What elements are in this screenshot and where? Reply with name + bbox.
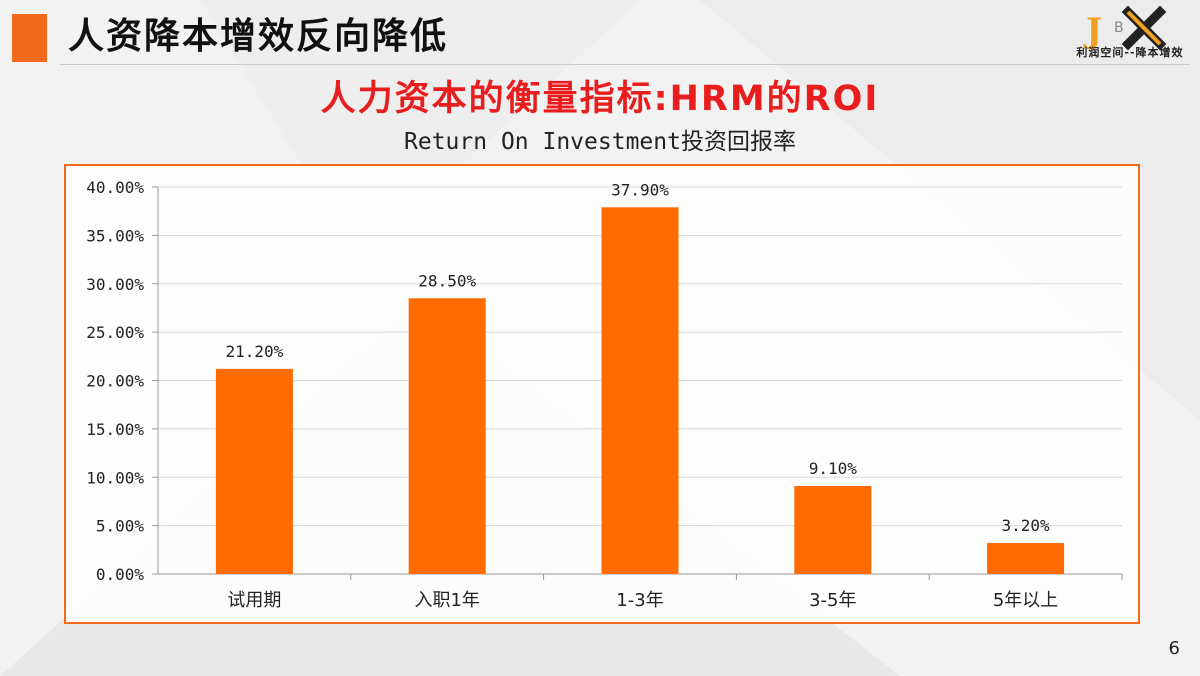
page-number: 6 <box>1168 638 1180 659</box>
data-label: 21.20% <box>226 342 284 361</box>
bar <box>408 298 486 574</box>
y-tick-label: 0.00% <box>96 565 145 584</box>
data-label: 9.10% <box>809 459 858 478</box>
slide-title: 人资降本增效反向降低 <box>68 16 449 57</box>
y-tick-label: 5.00% <box>96 517 145 536</box>
svg-text:B: B <box>1114 20 1124 36</box>
bar <box>215 368 293 574</box>
company-logo: J B <box>1083 5 1167 51</box>
x-tick-label: 3-5年 <box>809 590 856 611</box>
y-tick-label: 15.00% <box>86 420 144 439</box>
svg-text:J: J <box>1083 11 1102 51</box>
x-tick-label: 入职1年 <box>414 590 479 611</box>
x-tick-label: 1-3年 <box>616 590 663 611</box>
x-tick-label: 试用期 <box>227 590 281 611</box>
header-accent-bar <box>12 14 47 62</box>
data-label: 28.50% <box>418 271 476 290</box>
data-label: 37.90% <box>611 180 669 199</box>
chart-frame: 0.00% 5.00% 10.00% 15.00% 20.00% 25.00% 30.00%… <box>64 164 1140 624</box>
y-tick-label: 25.00% <box>86 323 144 342</box>
bar-chart: 0.00% 5.00% 10.00% 15.00% 20.00% 25.00% 30.00%… <box>86 178 1123 611</box>
x-tick-label: 5年以上 <box>993 590 1058 611</box>
y-tick-label: 10.00% <box>86 468 144 487</box>
bar <box>987 543 1065 574</box>
bar <box>601 207 679 574</box>
y-tick-label: 35.00% <box>86 226 144 245</box>
bar <box>794 485 872 574</box>
chart-title: 人力资本的衡量指标:HRM的ROI <box>320 79 880 119</box>
logo-subtitle: 利润空间--降本增效 <box>1076 46 1184 59</box>
y-tick-label: 30.00% <box>86 275 144 294</box>
chart-subtitle: Return On Investment投资回报率 <box>404 129 796 155</box>
header-divider <box>60 64 1190 65</box>
y-tick-label: 20.00% <box>86 372 144 391</box>
y-tick-label: 40.00% <box>86 178 144 197</box>
data-label: 3.20% <box>1002 516 1051 535</box>
